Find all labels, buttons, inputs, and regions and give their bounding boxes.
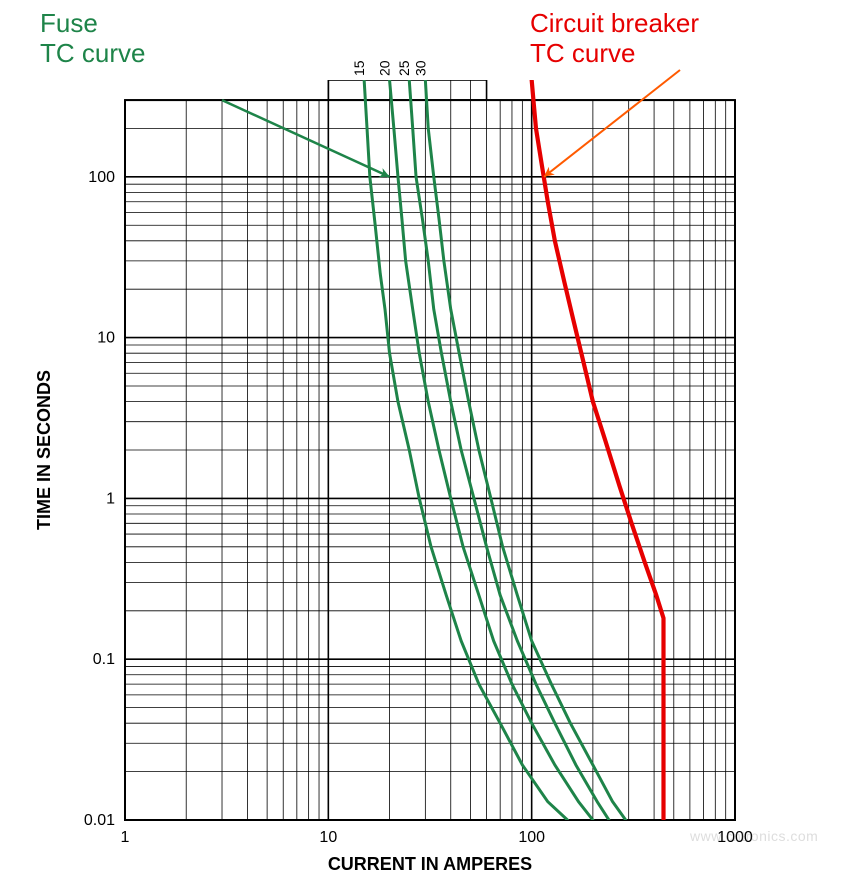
fuse-rating-label: 25 [396,60,412,76]
fuse-rating-label: 30 [412,60,428,76]
y-axis-label: TIME IN SECONDS [34,370,54,530]
x-tick-label: 100 [518,829,545,846]
breaker-label-line1: Circuit breaker [530,8,699,38]
fuse-rating-label: 20 [377,60,393,76]
y-tick-label: 100 [88,169,115,186]
y-tick-label: 0.01 [84,812,115,829]
x-axis-label: CURRENT IN AMPERES [328,854,532,874]
y-tick-label: 0.1 [93,651,115,668]
y-tick-label: 1 [106,490,115,507]
fuse-label-line2: TC curve [40,38,145,68]
breaker-label-line2: TC curve [530,38,635,68]
x-tick-label: 10 [319,829,337,846]
chart-wrapper: 15 202530 1 10 100 1000 0.01 0.1 1 10 100 CURRENT I… [0,0,860,895]
time-current-chart: 15 202530 1 10 100 1000 0.01 0.1 1 10 100 CURRENT I… [0,0,860,895]
x-tick-label: 1000 [717,829,753,846]
x-tick-label: 1 [121,829,130,846]
fuse-label-line1: Fuse [40,8,98,38]
y-tick-label: 10 [97,330,115,347]
fuse-rating-label: 15 [351,60,367,76]
